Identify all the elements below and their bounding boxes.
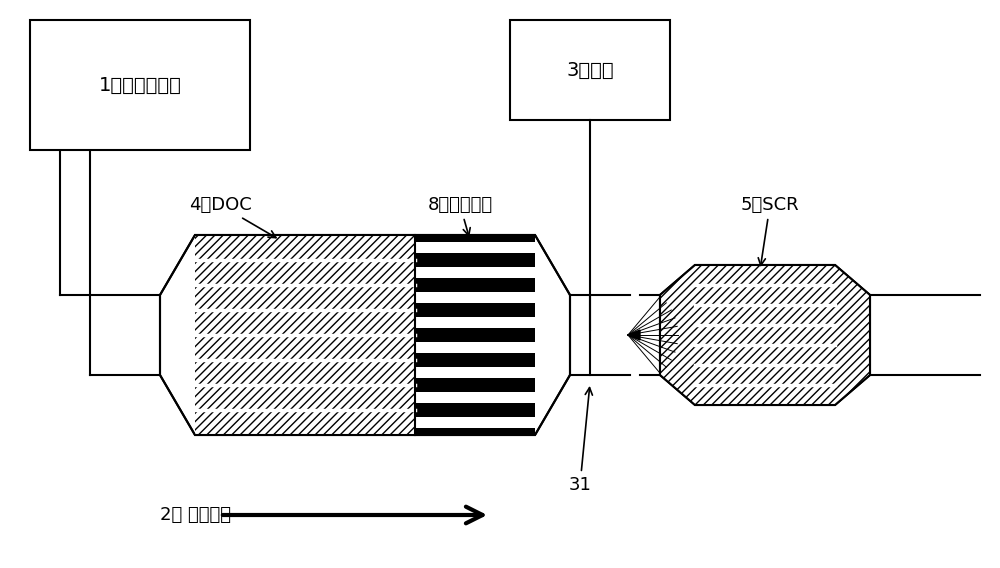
Text: 3：尿素: 3：尿素 bbox=[566, 61, 614, 80]
Polygon shape bbox=[660, 265, 870, 405]
Text: 4：DOC: 4：DOC bbox=[189, 196, 276, 237]
Text: 5：SCR: 5：SCR bbox=[741, 196, 799, 265]
Text: 2： 废气流路: 2： 废气流路 bbox=[160, 506, 231, 524]
Bar bbox=[195, 235, 415, 435]
Bar bbox=[415, 343, 535, 353]
Text: 1：柴油发动机: 1：柴油发动机 bbox=[99, 76, 181, 94]
Bar bbox=[30, 20, 250, 150]
Bar bbox=[415, 392, 535, 403]
Polygon shape bbox=[660, 265, 870, 405]
Polygon shape bbox=[628, 330, 640, 340]
Bar bbox=[415, 318, 535, 328]
Bar bbox=[415, 367, 535, 378]
Bar bbox=[415, 268, 535, 278]
Bar bbox=[415, 417, 535, 428]
Text: 8：捕获机构: 8：捕获机构 bbox=[427, 196, 493, 236]
Bar bbox=[415, 242, 535, 253]
Bar bbox=[415, 235, 535, 435]
Bar bbox=[510, 20, 670, 120]
Bar bbox=[415, 293, 535, 303]
Text: 31: 31 bbox=[569, 387, 592, 494]
Polygon shape bbox=[160, 235, 570, 435]
